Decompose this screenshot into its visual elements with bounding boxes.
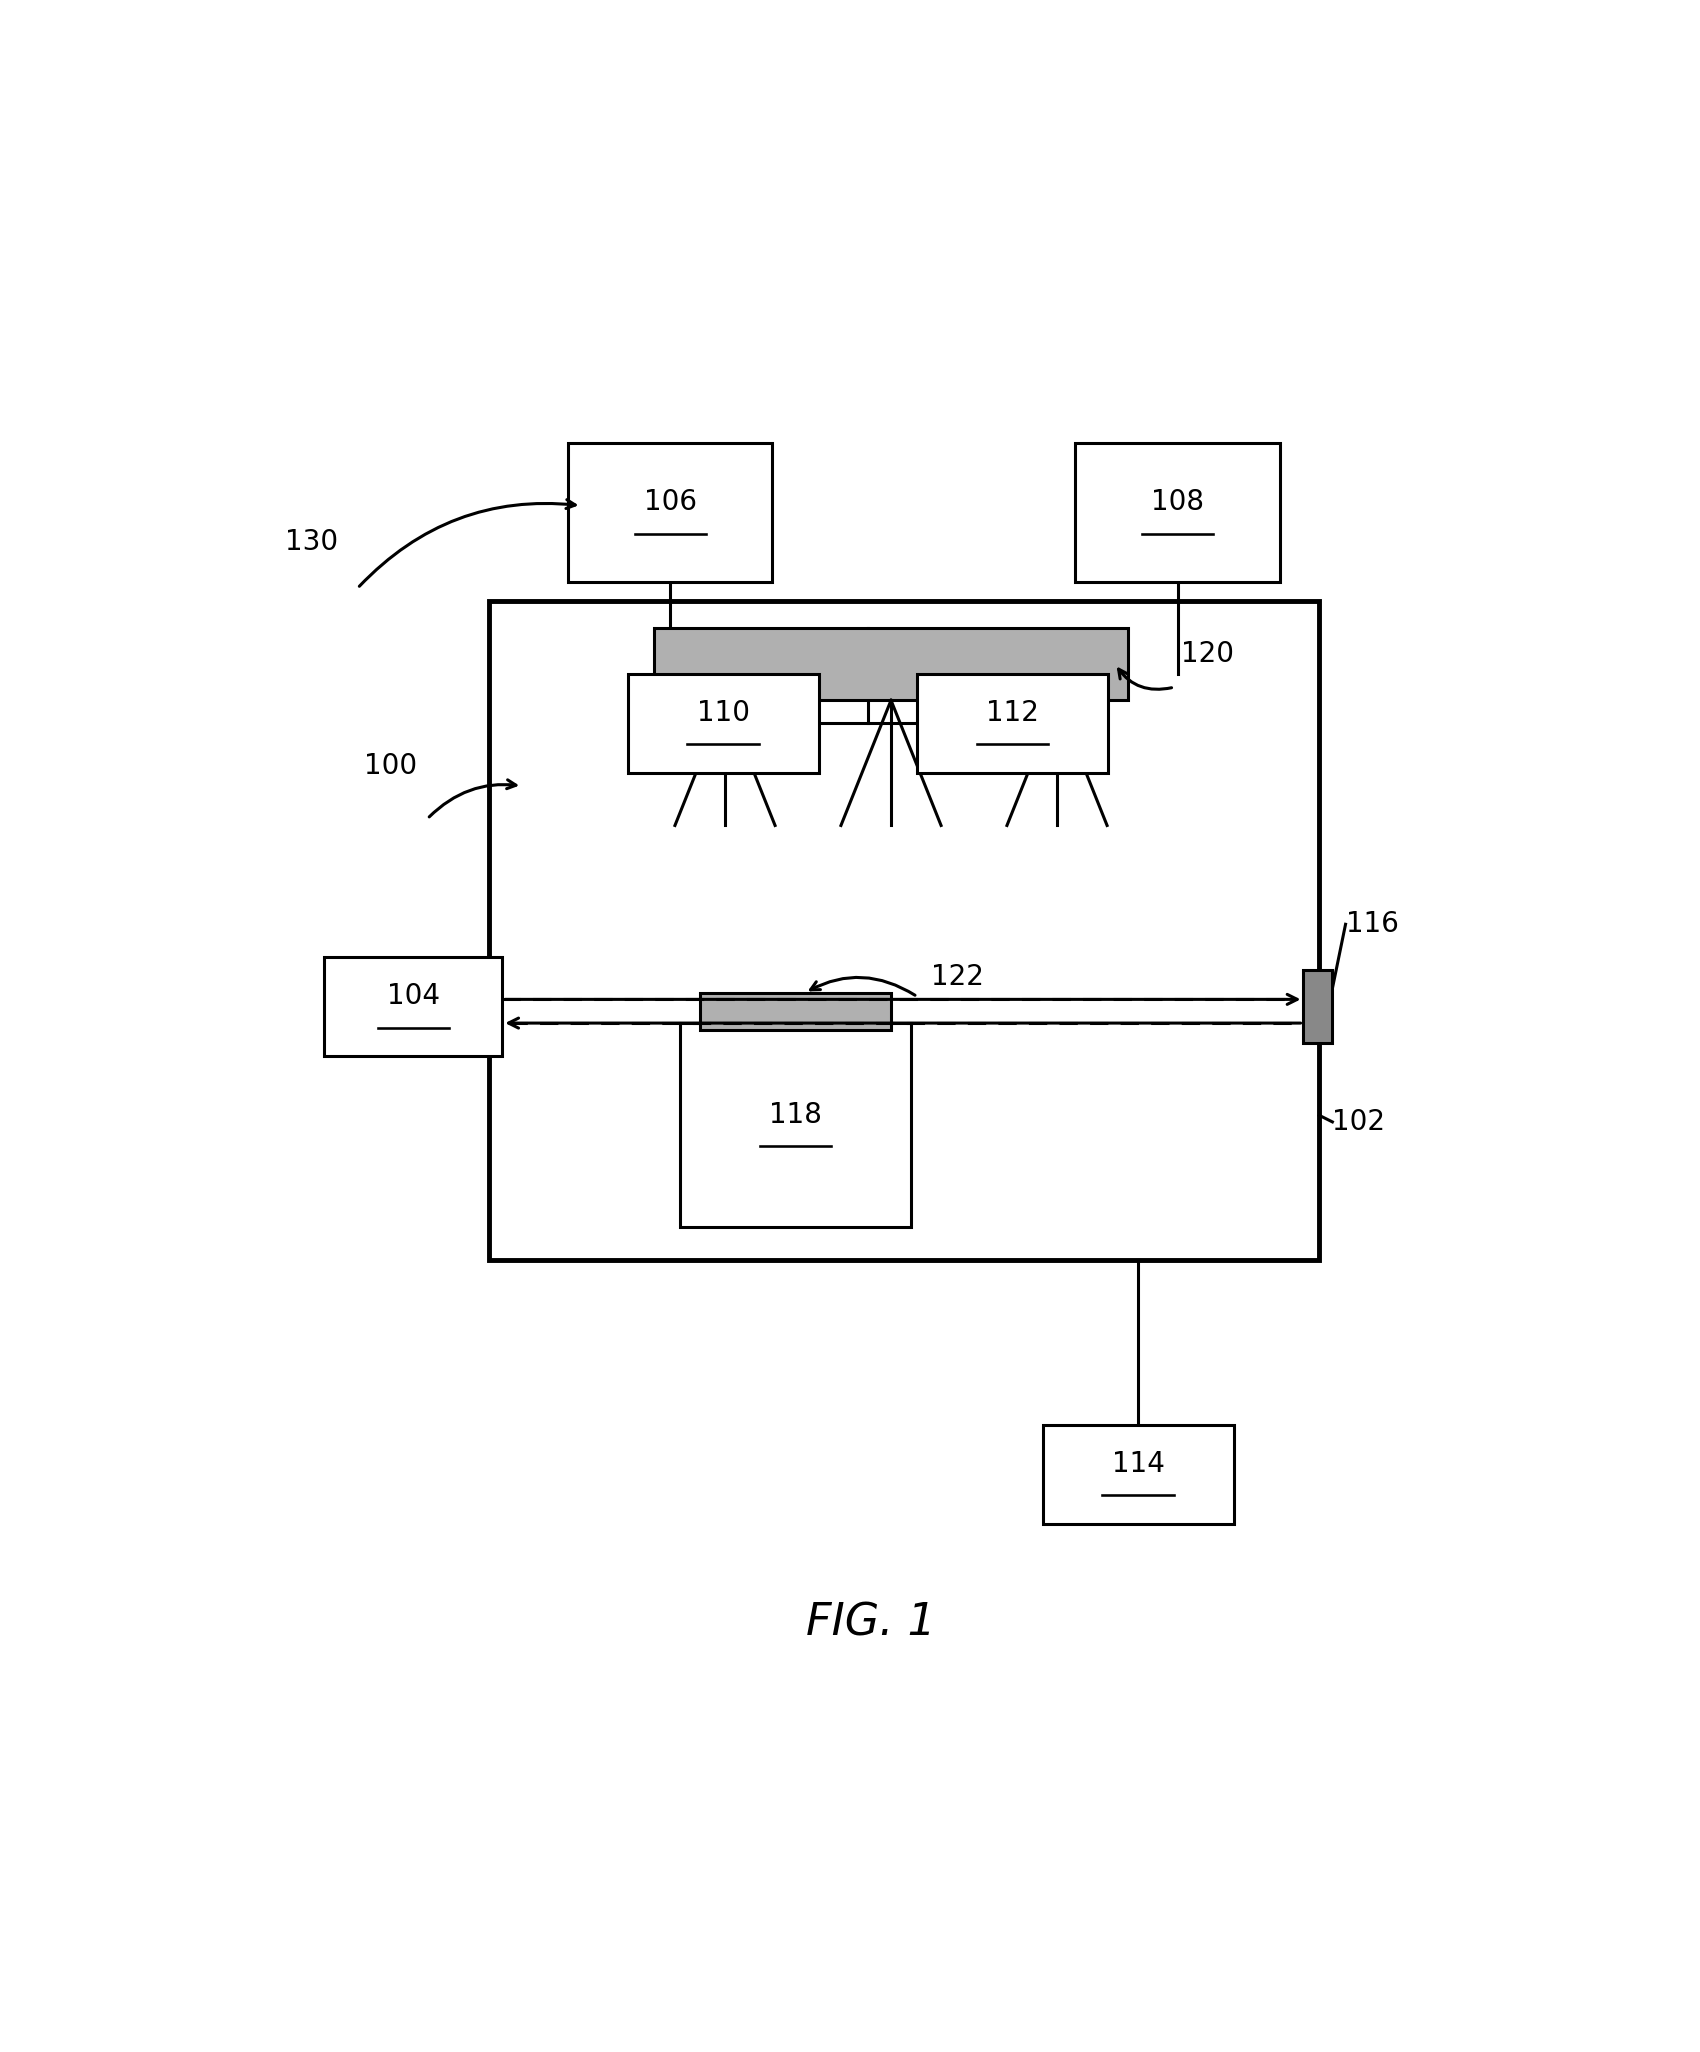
Bar	[1042, 1424, 1234, 1525]
Text: 130: 130	[286, 527, 338, 556]
Bar	[700, 993, 891, 1030]
Text: 102: 102	[1333, 1108, 1385, 1137]
Bar	[918, 673, 1108, 774]
Bar	[1076, 443, 1280, 581]
Bar	[680, 1024, 911, 1227]
Bar	[627, 673, 818, 774]
Text: 118: 118	[768, 1100, 821, 1129]
Bar	[1304, 971, 1333, 1042]
Text: 110: 110	[697, 700, 750, 726]
Text: 116: 116	[1345, 911, 1399, 938]
Text: 122: 122	[930, 962, 983, 991]
Bar	[654, 628, 1129, 700]
Bar	[325, 956, 503, 1057]
Bar	[568, 443, 772, 581]
Text: 120: 120	[1182, 640, 1234, 669]
Text: 114: 114	[1112, 1451, 1164, 1477]
Text: FIG. 1: FIG. 1	[806, 1601, 937, 1644]
Text: 104: 104	[388, 983, 440, 1010]
Bar	[490, 601, 1319, 1260]
Text: 112: 112	[986, 700, 1039, 726]
Text: 106: 106	[644, 488, 697, 515]
Text: 108: 108	[1151, 488, 1204, 515]
Text: 100: 100	[364, 753, 416, 780]
